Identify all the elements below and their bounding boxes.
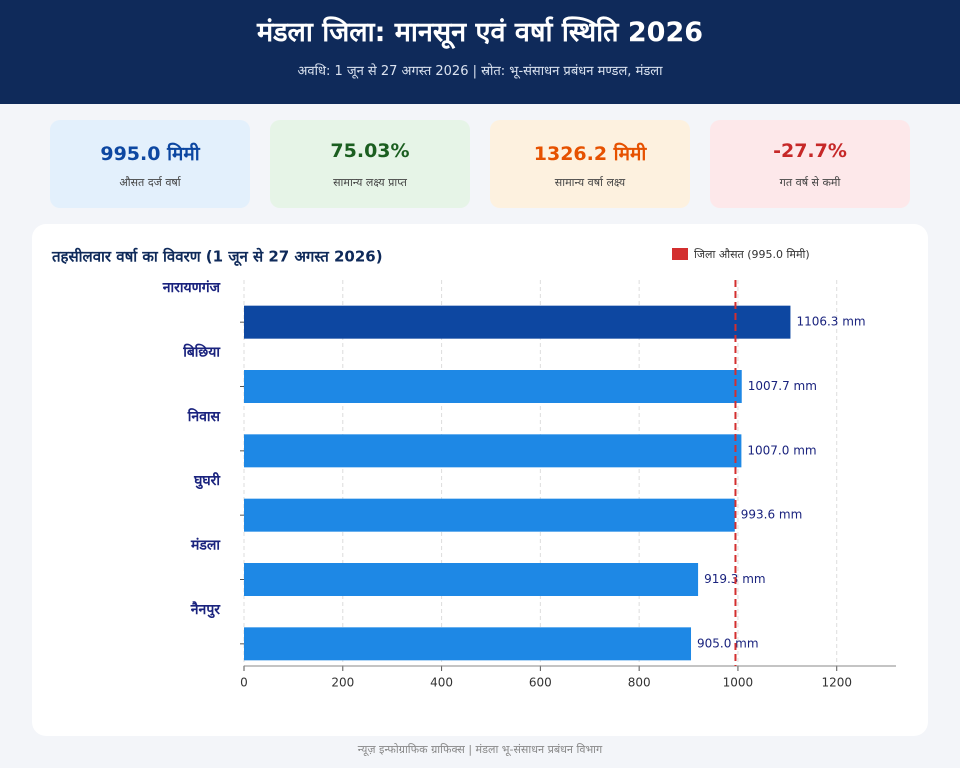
x-tick-label: 200 [331,676,354,690]
stat-card: 995.0 मिमी औसत दर्ज वर्षा [50,120,250,208]
x-tick-label: 800 [628,676,651,690]
card-value: 995.0 मिमी [100,143,200,165]
card-label: सामान्य लक्ष्य प्राप्त [333,176,407,189]
card-label: सामान्य वर्षा लक्ष्य [554,176,626,189]
stat-card: 1326.2 मिमी सामान्य वर्षा लक्ष्य [490,120,690,208]
legend-swatch [672,248,688,260]
header: मंडला जिला: मानसून एवं वर्षा स्थिति 2026… [0,0,960,104]
subtitle: अवधि: 1 जून से 27 अगस्त 2026 | स्रोत: भू… [297,64,663,79]
x-tick-label: 1000 [723,676,754,690]
value-label: 1007.0 mm [747,443,816,457]
x-tick-label: 1200 [821,676,852,690]
value-label: 1007.7 mm [748,379,817,393]
category-label: बिछिया [182,344,221,361]
value-label: 905.0 mm [697,636,759,650]
bar [244,563,699,596]
category-label: नैनपुर [190,601,221,619]
bar [244,370,742,403]
category-label: मंडला [190,538,221,554]
bar [244,434,742,468]
x-tick-label: 400 [430,676,453,690]
card-value: 75.03% [330,140,410,162]
card-value: -27.7% [773,140,847,162]
page-title: मंडला जिला: मानसून एवं वर्षा स्थिति 2026 [256,17,704,48]
stat-card: 75.03% सामान्य लक्ष्य प्राप्त [270,120,470,208]
card-value: 1326.2 मिमी [533,143,647,165]
card-label: गत वर्ष से कमी [779,176,841,189]
category-label: नारायणगंज [162,280,221,296]
card-label: औसत दर्ज वर्षा [119,176,181,189]
footer: न्यूज़ इन्फोग्राफिक ग्राफिक्स | मंडला भू… [357,743,603,756]
chart-title: तहसीलवार वर्षा का विवरण (1 जून से 27 अगस… [51,248,383,267]
category-label: घुघरी [193,472,221,490]
value-label: 1106.3 mm [796,315,865,329]
x-tick-label: 0 [240,676,248,690]
bar [244,498,735,532]
category-label: निवास [187,408,221,425]
stat-card: -27.7% गत वर्ष से कमी [710,120,910,208]
bar [244,627,692,661]
x-tick-label: 600 [529,676,552,690]
bar [244,305,791,339]
value-label: 993.6 mm [741,508,803,522]
legend-label: जिला औसत (995.0 मिमी) [694,248,810,261]
